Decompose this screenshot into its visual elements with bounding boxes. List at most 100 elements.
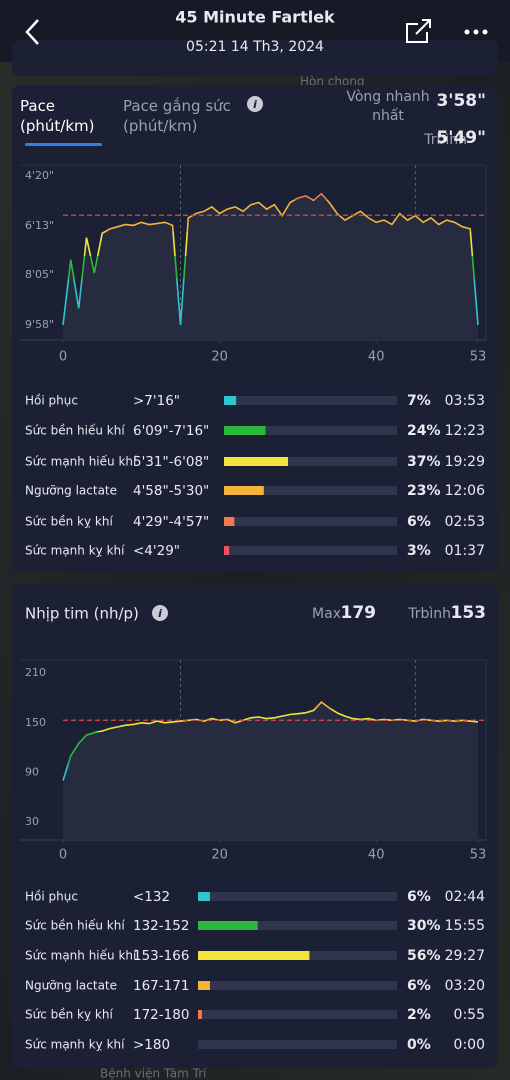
zone-track (198, 921, 397, 930)
info-icon (247, 96, 263, 112)
x-tick-label: 20 (211, 848, 228, 863)
zone-track (198, 1010, 397, 1019)
zone-time: 12:06 (445, 483, 485, 499)
zone-bar (198, 1010, 202, 1019)
zone-bar (224, 546, 230, 555)
zone-bar (198, 951, 310, 960)
zone-track (198, 892, 397, 901)
line-area (63, 193, 478, 340)
zone-range: <4'29" (133, 543, 180, 559)
zone-track (224, 517, 397, 526)
zone-name: Hồi phục (25, 890, 78, 904)
zone-time: 12:23 (445, 423, 485, 439)
zone-bar (198, 981, 210, 990)
zone-name: Sức mạnh kỵ khí (25, 544, 125, 558)
stat-value: 179 (341, 603, 377, 623)
card-title: Nhịp tim (nh/p) (25, 605, 139, 623)
tab: Pace gắng sức (phút/km) (123, 97, 231, 135)
zone-percent: 3% (407, 543, 431, 559)
zone-percent: 6% (407, 889, 431, 905)
zone-time: 02:44 (445, 889, 485, 905)
zone-time: 01:37 (445, 543, 485, 559)
stat-label: Vòng nhanh nhất (346, 89, 430, 124)
y-tick-label: 30 (25, 815, 39, 828)
zone-percent: 7% (407, 393, 431, 409)
back-button[interactable] (25, 19, 39, 45)
tab-active: Pace (phút/km) (20, 97, 95, 135)
card-stub (12, 40, 498, 76)
y-tick-label: 8'05" (25, 268, 54, 281)
more-button[interactable] (464, 29, 488, 35)
y-tick-label: 9'58" (25, 318, 54, 331)
x-tick-label: 20 (211, 350, 228, 365)
zone-range: 167-171 (133, 978, 189, 994)
zone-range: 4'29"-4'57" (133, 514, 209, 530)
zone-name: Sức bền hiếu khí (25, 424, 125, 438)
tab-box: Pace gắng sức (phút/km) (123, 97, 231, 135)
tab-active-box: Pace (phút/km) (20, 97, 95, 135)
zone-time: 19:29 (445, 454, 485, 470)
zone-time: 15:55 (445, 918, 485, 934)
zone-name: Ngưỡng lactate (25, 484, 117, 498)
zone-percent: 6% (407, 978, 431, 994)
y-tick-label: 90 (25, 765, 39, 778)
zone-percent: 6% (407, 514, 431, 530)
y-tick-label: 4'20" (25, 169, 54, 182)
zone-time: 0:55 (454, 1007, 485, 1023)
stat-label: Trbình (407, 606, 451, 622)
zone-range: 172-180 (133, 1007, 189, 1023)
zone-bar (224, 517, 235, 526)
zone-percent: 24% (407, 423, 441, 439)
zone-range: 5'31"-6'08" (133, 454, 209, 470)
info-glyph: i (253, 98, 257, 111)
zone-name: Sức bền kỵ khí (25, 515, 113, 529)
zone-percent: 37% (407, 454, 441, 470)
zone-range: 132-152 (133, 918, 189, 934)
x-tick-label: 53 (470, 848, 487, 863)
zone-range: >180 (133, 1037, 170, 1053)
x-tick-label: 53 (470, 350, 487, 365)
zone-bar (224, 426, 266, 435)
info-icon (152, 605, 168, 621)
stat-label: Max (312, 606, 341, 622)
zone-bar (198, 921, 258, 930)
share-button[interactable] (406, 19, 431, 43)
map-label: Bệnh viện Tâm Trí (100, 1067, 207, 1080)
zone-time: 0:00 (454, 1037, 485, 1053)
zone-time: 02:53 (445, 514, 485, 530)
zone-name: Sức mạnh hiếu khí (25, 455, 137, 469)
tab-underline (25, 143, 102, 146)
zone-track (224, 486, 397, 495)
stat-label-box: Vòng nhanh nhất (346, 89, 430, 124)
x-tick-label: 0 (59, 350, 67, 365)
zone-time: 03:20 (445, 978, 485, 994)
subtitle: 05:21 14 Th3, 2024 (186, 39, 324, 55)
zone-track (224, 426, 397, 435)
zone-track (224, 396, 397, 405)
zone-range: >7'16" (133, 393, 180, 409)
zone-name: Sức mạnh hiếu khí (25, 949, 137, 963)
line (62, 192, 479, 326)
y-tick-label: 150 (25, 716, 46, 729)
zone-track (224, 546, 397, 555)
zone-track (198, 981, 397, 990)
stat-value: 3'58" (436, 91, 486, 111)
x-tick-label: 0 (59, 848, 67, 863)
zone-percent: 56% (407, 948, 441, 964)
zone-name: Sức bền kỵ khí (25, 1008, 113, 1022)
zone-range: <132 (133, 889, 170, 905)
zone-track (224, 457, 397, 466)
zone-range: 4'58"-5'30" (133, 483, 209, 499)
zone-name: Ngưỡng lactate (25, 979, 117, 993)
zone-range: 153-166 (133, 948, 189, 964)
x-tick-label: 40 (368, 848, 385, 863)
zone-time: 03:53 (445, 393, 485, 409)
zone-bar (224, 396, 237, 405)
zone-percent: 0% (407, 1037, 431, 1053)
y-tick-label: 210 (25, 666, 46, 679)
line-area (63, 702, 478, 840)
zone-name: Sức mạnh kỵ khí (25, 1038, 125, 1052)
zone-name: Hồi phục (25, 394, 78, 408)
zone-percent: 30% (407, 918, 441, 934)
